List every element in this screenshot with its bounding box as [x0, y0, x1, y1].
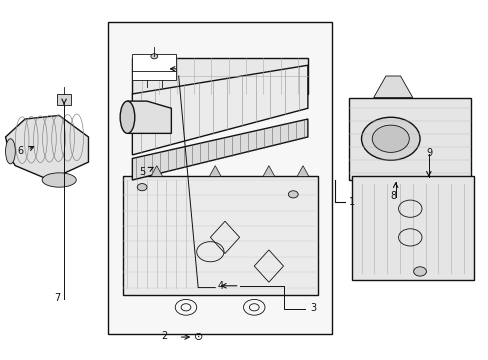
Text: 3: 3	[310, 303, 316, 313]
Polygon shape	[297, 166, 308, 176]
Text: 2: 2	[161, 330, 167, 341]
Polygon shape	[5, 116, 88, 180]
Polygon shape	[373, 76, 412, 98]
Polygon shape	[127, 101, 171, 134]
Ellipse shape	[42, 173, 76, 187]
Polygon shape	[57, 94, 71, 105]
Polygon shape	[122, 176, 317, 295]
Text: 9: 9	[425, 148, 431, 158]
Polygon shape	[209, 166, 221, 176]
Circle shape	[151, 54, 158, 59]
Text: 5: 5	[140, 167, 145, 177]
Polygon shape	[132, 58, 307, 94]
Text: 6: 6	[18, 146, 24, 156]
Text: 8: 8	[390, 191, 396, 201]
Text: 1: 1	[348, 197, 355, 207]
Circle shape	[361, 117, 419, 160]
Ellipse shape	[120, 101, 135, 134]
Polygon shape	[348, 98, 470, 180]
Circle shape	[288, 191, 298, 198]
Polygon shape	[151, 166, 162, 176]
Text: 7: 7	[54, 293, 61, 303]
Circle shape	[137, 184, 147, 191]
Bar	[132, 54, 176, 80]
Text: ⊙: ⊙	[194, 332, 203, 342]
Polygon shape	[132, 65, 307, 155]
Text: 4: 4	[217, 282, 224, 291]
Circle shape	[371, 125, 408, 152]
Polygon shape	[132, 119, 307, 180]
Bar	[108, 22, 331, 334]
Polygon shape	[263, 166, 274, 176]
Polygon shape	[351, 176, 473, 280]
Ellipse shape	[5, 139, 15, 164]
Circle shape	[413, 267, 426, 276]
